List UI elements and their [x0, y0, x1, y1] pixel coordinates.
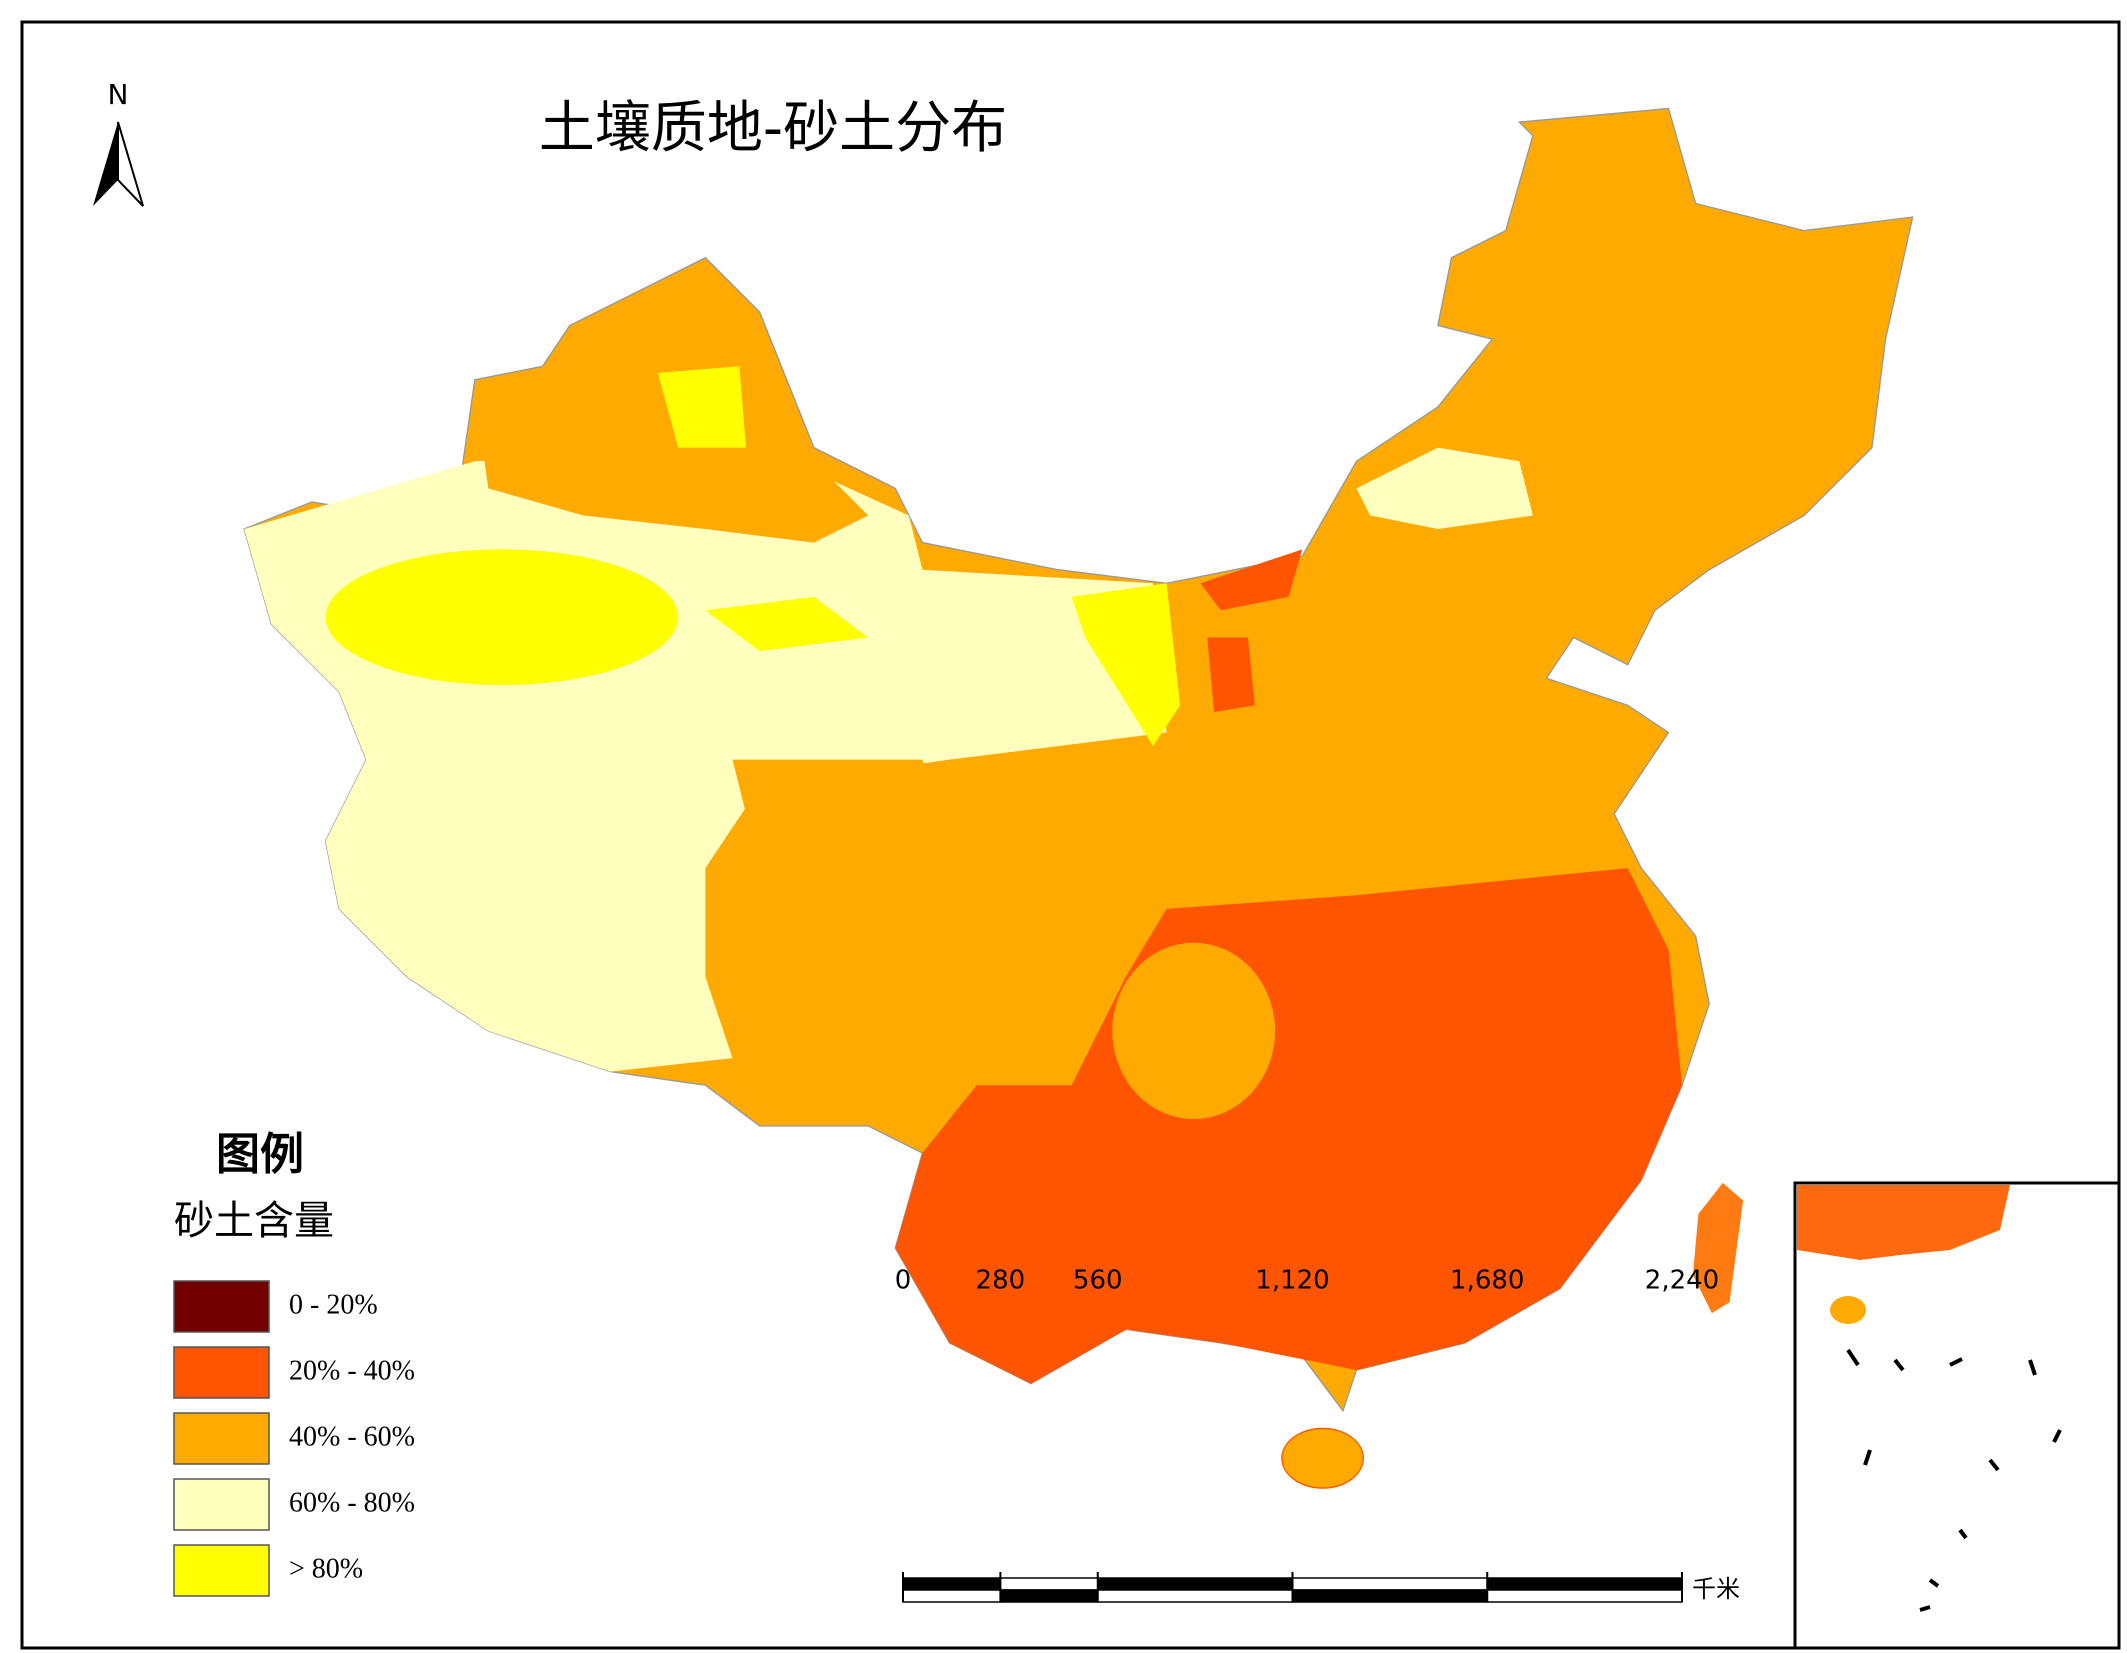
land-40-60 — [474, 339, 869, 543]
scale-segment — [1291, 1589, 1488, 1603]
map-body — [243, 107, 1914, 1489]
scale-label: 2,240 — [1645, 1266, 1719, 1296]
legend-title: 图例 — [216, 1129, 304, 1180]
legend-swatch — [173, 1544, 270, 1597]
scale-segment — [1097, 1577, 1294, 1591]
island — [1692, 1182, 1744, 1314]
legend-label: 60% - 80% — [289, 1487, 415, 1518]
legend-swatch — [173, 1412, 270, 1465]
inset-land — [1797, 1185, 2010, 1260]
legend-swatch — [173, 1280, 270, 1333]
island — [1281, 1427, 1364, 1489]
north-arrow: N — [93, 78, 144, 207]
scale-label: 280 — [976, 1266, 1026, 1296]
land-40-60 — [1112, 942, 1276, 1120]
inset-frame — [1793, 1181, 2121, 1650]
land-over-80 — [705, 596, 869, 652]
scale-segment — [902, 1577, 1002, 1591]
legend-label: 20% - 40% — [289, 1355, 415, 1386]
scale-segment — [1486, 1577, 1683, 1591]
land-over-80 — [1071, 583, 1181, 747]
arrow-right — [117, 121, 144, 207]
land-over-80 — [657, 366, 747, 448]
land-20-40 — [1207, 637, 1255, 713]
scale-segment — [1097, 1589, 1294, 1603]
inset-islands — [1846, 1348, 2062, 1612]
legend-subtitle: 砂土含量 — [174, 1198, 334, 1243]
scale-unit: 千米 — [1692, 1575, 1740, 1603]
scale-label: 1,680 — [1450, 1266, 1524, 1296]
north-label: N — [108, 78, 129, 111]
scale-segment — [999, 1577, 1099, 1591]
scale-segment — [902, 1589, 1002, 1603]
scale-segment — [999, 1589, 1099, 1603]
inset — [1793, 1181, 2121, 1650]
land-40-60 — [732, 759, 950, 869]
scale-label: 0 — [895, 1266, 912, 1296]
legend-swatch — [173, 1346, 270, 1399]
legend-label: 0 - 20% — [289, 1289, 378, 1320]
scale-segment — [1486, 1589, 1683, 1603]
land-60-80 — [1356, 447, 1533, 530]
land-20-40 — [895, 868, 1683, 1384]
arrow-left — [93, 122, 118, 206]
legend: 0 - 20% 20% - 40% 40% - 60% 60% - 80% > 80% — [173, 1280, 415, 1597]
scale-label: 560 — [1073, 1266, 1123, 1296]
scale-bar: 0 280 560 1,120 1,680 2,240 千米 — [895, 1266, 1740, 1604]
map-title: 土壤质地-砂土分布 — [539, 96, 1007, 161]
legend-label: > 80% — [289, 1553, 363, 1584]
land-20-40 — [1200, 549, 1303, 611]
legend-label: 40% - 60% — [289, 1421, 415, 1452]
inset-island — [1830, 1296, 1866, 1324]
land-over-80 — [325, 549, 679, 686]
scale-segment — [1291, 1577, 1488, 1591]
scale-label: 1,120 — [1255, 1266, 1329, 1296]
legend-swatch — [173, 1478, 270, 1531]
